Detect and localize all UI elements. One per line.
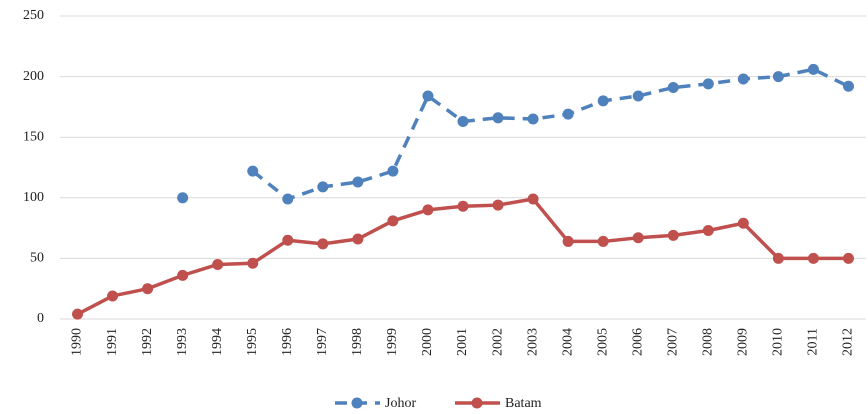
data-point [737, 217, 749, 229]
data-point [247, 165, 259, 177]
data-point [352, 233, 364, 245]
data-point [632, 90, 644, 102]
y-tick-label: 50 [30, 251, 44, 266]
x-tick-label: 2001 [455, 328, 470, 356]
data-point [492, 199, 504, 211]
legend-label: Batam [505, 396, 542, 411]
data-point [422, 90, 434, 102]
data-point [177, 269, 189, 281]
data-point [842, 252, 854, 264]
x-tick-label: 2006 [630, 328, 645, 356]
data-point [212, 258, 224, 270]
x-tick-label: 2009 [736, 328, 751, 356]
x-tick-label: 1990 [70, 328, 85, 356]
data-point [737, 73, 749, 85]
data-point [702, 78, 714, 90]
y-tick-label: 200 [23, 69, 44, 84]
data-point [807, 252, 819, 264]
data-point [387, 165, 399, 177]
x-tick-label: 2002 [490, 328, 505, 356]
x-tick-label: 2003 [525, 328, 540, 356]
data-point [282, 193, 294, 205]
x-tick-label: 1994 [210, 328, 225, 356]
legend-marker [471, 397, 483, 409]
y-tick-label: 100 [23, 190, 44, 205]
data-point [352, 176, 364, 188]
x-tick-label: 1997 [315, 328, 330, 356]
data-point [527, 193, 539, 205]
x-tick-label: 1995 [245, 328, 260, 356]
data-point [632, 232, 644, 244]
data-point [597, 235, 609, 247]
y-tick-label: 0 [37, 311, 44, 326]
x-tick-label: 2004 [560, 328, 575, 356]
data-point [562, 235, 574, 247]
data-point [72, 308, 84, 320]
x-tick-label: 2011 [806, 328, 821, 355]
x-tick-label: 1991 [105, 328, 120, 356]
data-point [107, 290, 119, 302]
legend-label: Johor [385, 396, 416, 411]
data-point [562, 108, 574, 120]
x-tick-label: 1993 [175, 328, 190, 356]
data-point [142, 283, 154, 295]
data-point [702, 225, 714, 237]
data-point [457, 200, 469, 212]
x-tick-label: 2010 [771, 328, 786, 356]
data-point [317, 238, 329, 250]
y-tick-label: 150 [23, 129, 44, 144]
x-tick-label: 1996 [280, 328, 295, 356]
data-point [772, 71, 784, 83]
data-point [422, 204, 434, 216]
y-tick-label: 250 [23, 8, 44, 23]
data-point [177, 192, 189, 204]
x-tick-label: 1992 [140, 328, 155, 356]
data-point [807, 63, 819, 75]
x-tick-label: 2008 [701, 328, 716, 356]
series-line [76, 197, 849, 316]
data-point [387, 215, 399, 227]
data-point [247, 257, 259, 269]
series-line [251, 67, 850, 201]
data-point [597, 95, 609, 107]
data-point [772, 252, 784, 264]
data-point [667, 229, 679, 241]
x-tick-label: 2012 [841, 328, 856, 356]
x-tick-label: 1999 [385, 328, 400, 356]
data-point [527, 113, 539, 125]
data-point [457, 115, 469, 127]
data-point [492, 112, 504, 124]
data-point [317, 181, 329, 193]
x-tick-label: 2000 [420, 328, 435, 356]
x-tick-label: 2007 [665, 328, 680, 356]
data-point [842, 80, 854, 92]
data-point [667, 82, 679, 94]
data-point [282, 234, 294, 246]
x-tick-label: 1998 [350, 328, 365, 356]
x-tick-label: 2005 [595, 328, 610, 356]
legend-marker [351, 397, 363, 409]
